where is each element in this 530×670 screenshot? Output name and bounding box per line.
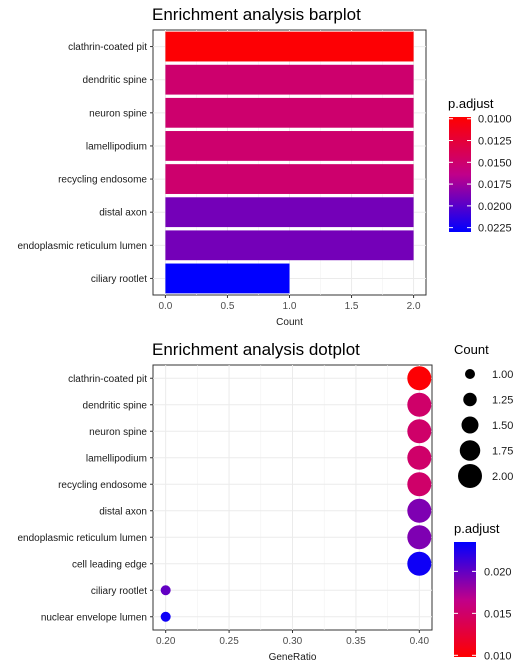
barplot-x-tick-label: 0.0	[158, 301, 172, 312]
barplot-x-axis-title: Count	[276, 317, 303, 328]
barplot-category-label: lamellipodium	[86, 141, 147, 152]
dotplot-category-label: cell leading edge	[72, 559, 147, 570]
dotplot-category-labels: clathrin-coated pit dendritic spine neuron…	[17, 374, 153, 623]
dot	[160, 611, 171, 622]
barplot-x-tick-label: 1.5	[345, 301, 359, 312]
bar	[165, 230, 414, 261]
dotplot-x-ticks: 0.20 0.25 0.30 0.35 0.40	[156, 630, 430, 647]
dotplot-color-legend: p.adjust 0.020 0.015 0.010	[454, 521, 512, 662]
dot	[407, 392, 432, 417]
size-legend-dot	[465, 369, 475, 379]
size-legend-label: 1.50	[492, 420, 513, 432]
dotplot-category-label: dendritic spine	[83, 400, 148, 411]
barplot-color-legend: p.adjust 0.01000.01250.01500.01750.02000…	[448, 96, 512, 235]
barplot-legend-colorbar	[449, 117, 471, 232]
dot	[407, 472, 432, 497]
dotplot: Enrichment analysis dotplot clathrin-coa…	[17, 340, 513, 663]
barplot-x-tick-label: 1.0	[283, 301, 297, 312]
barplot-x-tick-label: 0.5	[221, 301, 235, 312]
barplot-title: Enrichment analysis barplot	[152, 5, 361, 24]
barplot-legend-label: 0.0100	[478, 114, 512, 126]
barplot-legend-label: 0.0125	[478, 136, 512, 148]
dotplot-category-label: endoplasmic reticulum lumen	[17, 533, 147, 544]
bar	[165, 164, 414, 194]
dot	[407, 419, 432, 444]
dotplot-color-legend-title: p.adjust	[454, 521, 500, 536]
size-legend-label: 1.00	[492, 369, 513, 381]
barplot-category-label: recycling endosome	[58, 175, 147, 186]
dotplot-x-tick-label: 0.40	[410, 636, 430, 647]
barplot-legend-label: 0.0150	[478, 157, 512, 169]
dotplot-color-legend-labels: 0.020 0.015 0.010	[454, 566, 512, 662]
size-legend-label: 1.75	[492, 446, 513, 458]
dotplot-category-label: distal axon	[99, 506, 147, 517]
size-legend-dot	[461, 416, 479, 434]
dotplot-category-label: ciliary rootlet	[91, 586, 147, 597]
dotplot-x-tick-label: 0.20	[156, 636, 176, 647]
barplot-legend-label: 0.0175	[478, 179, 512, 191]
dotplot-legend-colorbar	[454, 542, 476, 657]
dotplot-category-label: lamellipodium	[86, 453, 147, 464]
dot	[407, 525, 432, 550]
barplot-category-label: distal axon	[99, 208, 147, 219]
barplot-category-label: dendritic spine	[83, 75, 148, 86]
dotplot-category-label: neuron spine	[89, 427, 147, 438]
dotplot-gridlines	[153, 365, 432, 630]
dotplot-size-legend-items: 1.00 1.25 1.50 1.75 2.00	[458, 369, 513, 488]
dotplot-category-label: clathrin-coated pit	[68, 374, 147, 385]
bar	[165, 31, 414, 62]
size-legend-dot	[458, 464, 482, 488]
bar	[165, 97, 414, 128]
dotplot-points	[160, 366, 432, 622]
dotplot-category-label: nuclear envelope lumen	[41, 612, 147, 623]
dotplot-legend-label: 0.015	[484, 608, 512, 620]
size-legend-dot	[459, 440, 481, 461]
dotplot-legend-label: 0.020	[484, 566, 512, 578]
bar	[165, 263, 290, 294]
dot	[407, 445, 432, 470]
barplot-legend-label: 0.0200	[478, 201, 512, 213]
dot	[407, 366, 432, 391]
bar	[165, 64, 414, 95]
dot	[407, 498, 432, 523]
barplot-category-label: endoplasmic reticulum lumen	[17, 241, 147, 252]
bar	[165, 197, 414, 228]
dotplot-legend-label: 0.010	[484, 650, 512, 662]
barplot-category-label: clathrin-coated pit	[68, 42, 147, 53]
size-legend-dot	[463, 392, 477, 407]
size-legend-label: 1.25	[492, 395, 513, 407]
dotplot-x-axis-title: GeneRatio	[269, 652, 317, 663]
dotplot-x-tick-label: 0.30	[283, 636, 303, 647]
barplot-legend-label: 0.0225	[478, 223, 512, 235]
barplot-x-ticks: 0.0 0.5 1.0 1.5 2.0	[158, 295, 421, 312]
barplot-legend-title: p.adjust	[448, 96, 494, 111]
dotplot-x-tick-label: 0.35	[346, 636, 366, 647]
barplot-category-label: neuron spine	[89, 108, 147, 119]
dotplot-title: Enrichment analysis dotplot	[152, 340, 360, 359]
dotplot-size-legend: Count 1.00 1.25 1.50 1.75 2.00	[454, 342, 513, 488]
dot	[407, 551, 432, 576]
size-legend-label: 2.00	[492, 471, 513, 483]
barplot-bars	[165, 31, 414, 294]
barplot: Enrichment analysis barplot clathrin-coa…	[17, 5, 511, 328]
barplot-x-tick-label: 2.0	[407, 301, 421, 312]
dotplot-size-legend-title: Count	[454, 342, 489, 357]
barplot-legend-labels: 0.0100 0.0125 0.0150 0.0175 0.0200 0.0225	[449, 114, 512, 235]
dot	[160, 585, 171, 596]
dotplot-x-tick-label: 0.25	[219, 636, 239, 647]
barplot-category-label: ciliary rootlet	[91, 274, 147, 285]
barplot-category-labels: clathrin-coated pit dendritic spine neuron…	[17, 42, 153, 285]
bar	[165, 131, 414, 161]
dotplot-category-label: recycling endosome	[58, 480, 147, 491]
